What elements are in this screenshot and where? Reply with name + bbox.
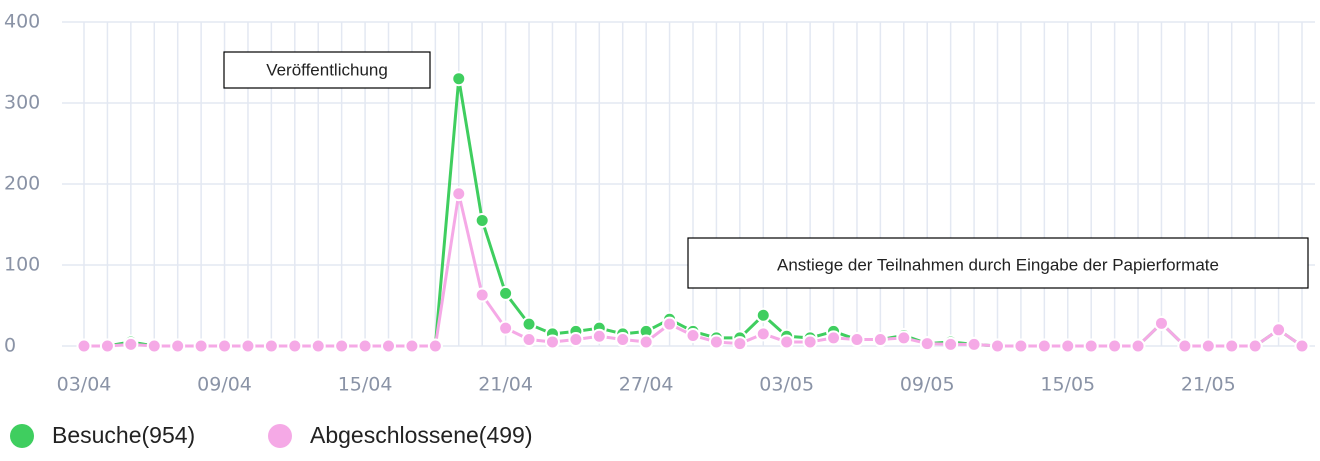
point [1200, 338, 1216, 354]
x-tick-label: 09/04 [197, 374, 252, 396]
point [615, 332, 631, 348]
point [76, 338, 92, 354]
y-tick-label: 100 [4, 254, 40, 276]
point [240, 338, 256, 354]
point [498, 320, 514, 336]
point [990, 338, 1005, 354]
point [404, 338, 420, 354]
point [170, 338, 186, 354]
point [638, 334, 654, 350]
point [217, 338, 233, 354]
marks [76, 71, 1310, 354]
x-tick-label: 21/04 [478, 374, 533, 396]
point [1130, 338, 1146, 354]
point [123, 336, 139, 352]
x-tick-label: 03/05 [759, 374, 814, 396]
point [474, 212, 490, 228]
legend-label: Abgeschlossene(499) [310, 422, 532, 448]
x-tick-label: 15/05 [1040, 374, 1095, 396]
point [1153, 315, 1169, 331]
legend: Besuche(954) Abgeschlossene(499) [10, 422, 532, 448]
annotation: Anstiege der Teilnahmen durch Eingabe de… [777, 255, 1219, 274]
point [732, 336, 748, 352]
y-tick-label: 0 [4, 335, 16, 357]
point [287, 338, 303, 354]
point [755, 326, 771, 342]
point [779, 334, 795, 350]
point [1224, 338, 1240, 354]
point [1036, 338, 1052, 354]
point [919, 336, 935, 352]
point [334, 338, 350, 354]
point [310, 338, 326, 354]
point [1083, 338, 1099, 354]
point [1247, 338, 1263, 354]
point [568, 332, 584, 348]
y-tick-label: 200 [4, 173, 40, 195]
point [872, 332, 888, 348]
x-tick-label: 03/04 [57, 374, 112, 396]
point [896, 330, 912, 346]
point [755, 307, 771, 323]
point [708, 334, 724, 350]
point [451, 71, 467, 87]
point [1177, 338, 1193, 354]
point [381, 338, 396, 354]
point [966, 336, 982, 352]
point [521, 316, 537, 332]
point [498, 285, 514, 301]
point [849, 332, 865, 348]
point [1013, 338, 1029, 354]
point [662, 316, 678, 332]
legend-swatch [268, 424, 292, 448]
x-tick-label: 21/05 [1181, 374, 1236, 396]
point [521, 332, 537, 348]
point [1271, 322, 1287, 338]
x-tick-label: 27/04 [619, 374, 674, 396]
point [591, 328, 607, 344]
legend-swatch [10, 424, 34, 448]
x-tick-label: 15/04 [338, 374, 393, 396]
point [474, 287, 490, 303]
y-tick-label: 300 [4, 92, 40, 114]
annotation-box [223, 51, 431, 89]
point [826, 330, 842, 346]
annotation: Veröffentlichung [266, 60, 388, 79]
point [193, 338, 209, 354]
point [1107, 338, 1123, 354]
x-tick-label: 09/05 [900, 374, 955, 396]
y-tick-label: 400 [4, 11, 40, 33]
point [99, 338, 115, 354]
point [263, 338, 279, 354]
point [943, 336, 959, 352]
point [357, 338, 373, 354]
grid: 0 100 200 300 400 03/04 09/04 15/04 21/04 27/04 03… [4, 11, 1315, 396]
point [427, 338, 443, 354]
point [544, 334, 560, 350]
annotation-box [687, 237, 1309, 289]
point [1060, 338, 1076, 354]
point [451, 186, 467, 202]
point [802, 334, 818, 350]
legend-label: Besuche(954) [52, 422, 195, 448]
point [1294, 338, 1310, 354]
point [146, 338, 162, 354]
point [685, 327, 701, 343]
